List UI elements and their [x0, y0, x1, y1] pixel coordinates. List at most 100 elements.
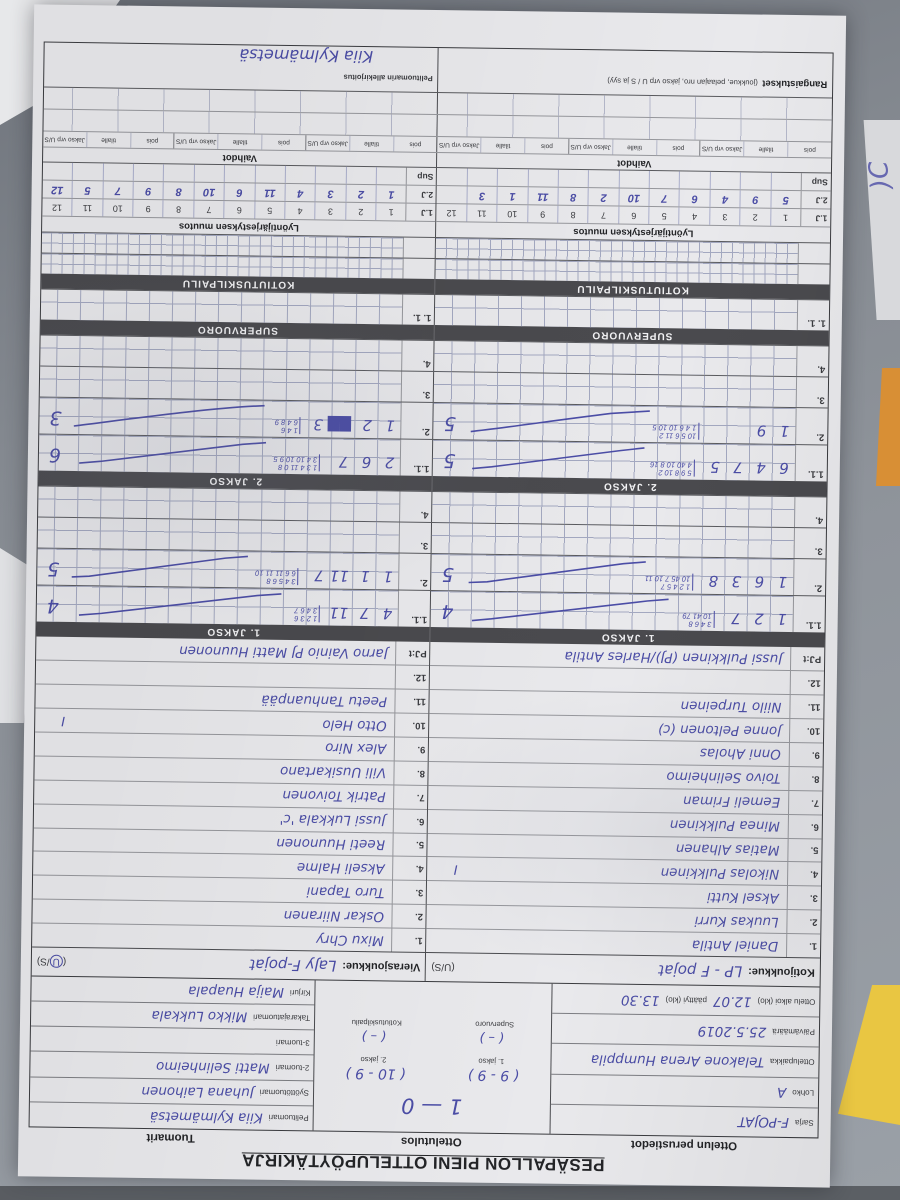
order-cell	[315, 166, 346, 185]
desk-shadow	[0, 1186, 900, 1200]
order-cell: 7	[193, 201, 224, 219]
order-cell: 8	[162, 200, 194, 219]
orange-note	[876, 368, 900, 486]
order-cell: 12	[51, 183, 64, 196]
player-name: Turo Tapani	[306, 883, 385, 901]
order-cell: 8	[557, 188, 589, 206]
player-number: 2.	[786, 910, 821, 934]
referee-row: 3-tuomari	[30, 1025, 314, 1055]
order-cell: 11	[527, 187, 558, 206]
basic-info: Sarja F-POJAT Lohko A Ottelupaikka Telakone…	[549, 983, 820, 1138]
player-name: Mixu Chry	[315, 930, 384, 948]
run-line	[471, 598, 669, 622]
player-name: Matias Alhanen	[675, 840, 780, 858]
order-cell: 1	[375, 203, 406, 222]
order-cell: 9	[739, 190, 771, 209]
player-name	[62, 673, 395, 678]
player-name: Jarno Vainio PJ Matti Huunonen	[178, 642, 388, 662]
player-name: Jussi Lukkala 'c'	[279, 811, 386, 829]
player-number: 8.	[393, 761, 429, 785]
order-cell	[254, 165, 285, 184]
player-number: 4.	[786, 862, 822, 886]
player-number: 5.	[392, 833, 428, 857]
order-cell: 7	[587, 206, 619, 224]
away-player-list: 1. Mixu Chry 2. Oskar Niiranen	[32, 637, 430, 952]
order-cell	[588, 170, 619, 188]
order-cell: 3	[466, 186, 497, 205]
order-cell: 2	[587, 188, 619, 206]
run-line	[74, 405, 266, 428]
player-name: Peetu Tanhuanpää	[261, 691, 388, 710]
lohko-value: A	[776, 1084, 787, 1101]
away-team: Vierasjoukkue: LaJy F-pojat (U/S)	[32, 947, 426, 980]
player-number: 2.	[391, 904, 427, 929]
order-cell	[770, 173, 801, 191]
order-cell: 3	[314, 202, 346, 221]
referee-label: Pelituomari	[268, 1113, 309, 1123]
order-cell: 8	[163, 182, 194, 201]
order-cell: 10	[618, 188, 649, 207]
referee-signature: Pelituomarin allekirjoitus Kiia Kylmämet…	[44, 43, 438, 92]
order-cell	[648, 171, 680, 189]
pvm-value: 25.5.2019	[697, 1022, 767, 1040]
run-line	[79, 593, 282, 617]
player-name: Vili Uusikartano	[279, 763, 387, 781]
order-cell: 10	[193, 183, 224, 201]
player-name: Eemeli Friman	[682, 792, 781, 811]
order-cell: 12	[446, 208, 457, 219]
order-cell: 5	[770, 191, 801, 209]
order-cell: 12	[52, 202, 63, 213]
run-line	[72, 556, 249, 579]
home-us-flag: (U/S)	[431, 961, 455, 973]
order-cell	[72, 163, 103, 181]
paikka-value: Telakone Arena Humppila	[590, 1051, 765, 1070]
player-name: Patrik Toivonen	[282, 787, 386, 805]
referee-label: 2-tuomari	[275, 1062, 310, 1073]
order-cell	[163, 164, 194, 183]
player-name: Aksel Kutti	[706, 888, 779, 906]
order-cell: 8	[557, 206, 588, 224]
referee-row: Takarajatuomari Mikko Lukkala	[30, 1000, 315, 1030]
run-line	[79, 442, 267, 465]
order-cell	[345, 167, 377, 185]
away-team-name: LaJy F-pojat	[249, 955, 337, 975]
header-tuomarit: Tuomarit	[146, 1131, 195, 1144]
jakso1-row1: 1.1. 1 2 7 3 4 6 8 10 41 79 4 1.1.	[36, 584, 826, 633]
referee-label: Syöttötuomari	[259, 1087, 310, 1098]
order-cell	[496, 169, 528, 187]
final-score: 1 — 0	[401, 1093, 463, 1119]
player-number: 9.	[394, 737, 429, 761]
referee-row: 2-tuomari Matti Selinheimo	[30, 1050, 314, 1081]
player-name: Reeti Huunonen	[276, 834, 386, 853]
home-team-label: Kotijoukkue:	[748, 965, 815, 979]
sarja-value: F-POJAT	[737, 1113, 790, 1131]
player-number: 12.	[789, 671, 824, 695]
supervuoro-score: ( – )	[479, 1029, 505, 1046]
player-number: 1.	[785, 934, 821, 958]
order-cell: 2	[345, 185, 376, 203]
order-cell	[193, 165, 225, 183]
order-cell	[43, 163, 73, 180]
order-cell: 10	[102, 199, 133, 218]
order-cell: 6	[617, 206, 649, 225]
referee-label: Takarajatuomari	[253, 1012, 311, 1023]
order-cell	[679, 171, 710, 190]
order-cell	[102, 163, 134, 182]
referee-label: Kirjuri	[289, 987, 311, 997]
player-number: 3.	[786, 886, 821, 910]
player-name	[456, 678, 789, 683]
player-name: Toivo Selinheimo	[666, 768, 781, 787]
jakso1-row2: 2. 1 6 3 8 1 2 4 5 7 10 45 7 10 11 5 2.	[37, 547, 826, 596]
player-mark: I	[61, 712, 66, 728]
paattyi-value: 13.30	[620, 991, 660, 1008]
referee-name: Matti Selinheimo	[155, 1057, 270, 1076]
scoresheet: PESÄPALLON PIENI OTTELUPÖYTÄKIRJA Ottelu…	[17, 4, 847, 1188]
player-number: PJ:t	[395, 641, 430, 666]
desk-pen-mark: )C	[863, 159, 897, 191]
order-cell: 5	[71, 181, 103, 199]
order-cell: 7	[102, 181, 133, 200]
paikka-label: Ottelupaikka	[769, 1057, 815, 1067]
